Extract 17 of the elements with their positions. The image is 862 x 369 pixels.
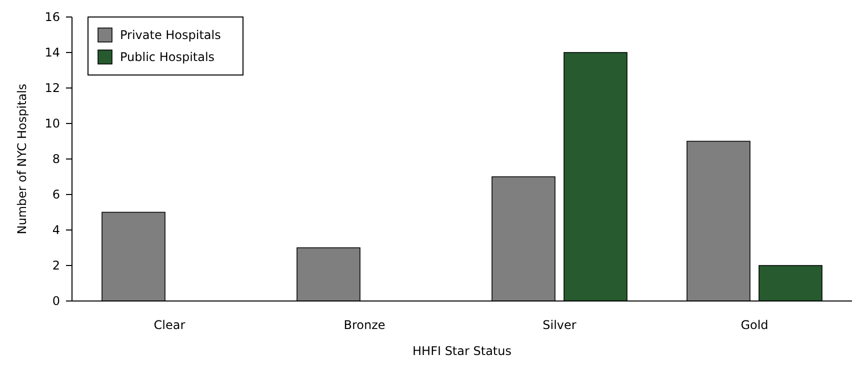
y-tick-label: 10 — [44, 116, 60, 131]
x-tick-label: Clear — [154, 318, 186, 332]
y-tick-label: 12 — [44, 81, 60, 96]
x-tick-label: Gold — [740, 318, 768, 332]
y-tick-label: 2 — [52, 258, 60, 273]
y-tick-label: 16 — [44, 10, 60, 24]
y-tick-label: 0 — [52, 294, 60, 308]
y-tick-label: 8 — [52, 152, 60, 166]
y-tick-label: 4 — [52, 223, 60, 238]
x-axis-title: HHFI Star Status — [412, 344, 512, 358]
legend-label: Public Hospitals — [120, 50, 215, 64]
legend-label: Private Hospitals — [120, 28, 221, 42]
y-axis-title: Number of NYC Hospitals — [15, 84, 29, 234]
x-tick-label: Silver — [542, 318, 576, 332]
x-tick-label: Bronze — [344, 318, 386, 332]
y-tick-label: 6 — [52, 188, 60, 202]
y-tick-label: 14 — [44, 46, 60, 60]
